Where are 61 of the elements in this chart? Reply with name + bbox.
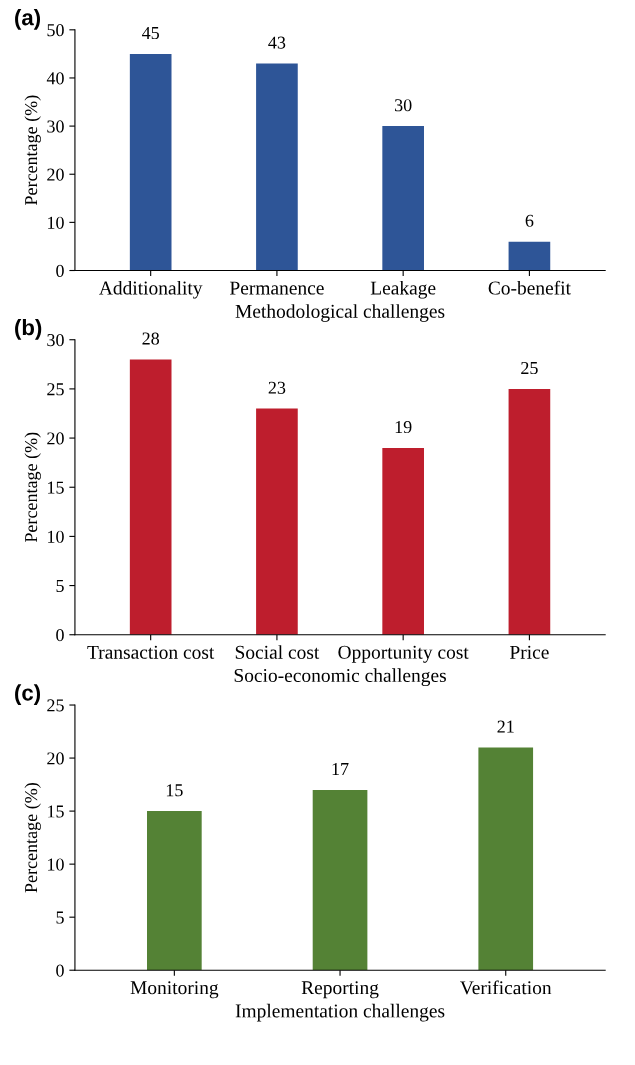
bar [508, 388, 551, 635]
bar [478, 747, 534, 971]
data-label: 15 [166, 784, 183, 797]
x-tick-label: Additionality [99, 280, 203, 299]
y-tick-label: 0 [56, 264, 64, 277]
data-label: 23 [268, 381, 286, 394]
bar [129, 53, 172, 271]
y-tick-label: 50 [47, 24, 64, 37]
data-label: 28 [142, 332, 160, 345]
y-tick-label: 0 [56, 964, 64, 977]
bar [256, 408, 298, 635]
data-label: 45 [142, 27, 159, 40]
y-axis-title: Percentage (%) [24, 95, 41, 206]
x-tick-label: Verification [460, 980, 552, 995]
x-tick-label: Permanence [229, 281, 324, 295]
y-tick-label: 20 [47, 168, 64, 181]
y-tick-label: 15 [48, 481, 64, 494]
chart-title: (c) [15, 684, 41, 706]
x-axis-title: Socio-economic challenges [234, 668, 446, 687]
x-tick-label: Transaction cost [87, 645, 215, 659]
y-tick-label: 30 [47, 333, 64, 347]
x-axis-title: Implementation challenges [235, 1003, 445, 1022]
bar [129, 359, 172, 635]
bar [508, 241, 551, 271]
bar [312, 789, 368, 971]
data-label: 19 [395, 420, 412, 434]
bar [147, 811, 202, 971]
chart-title: (a) [15, 9, 41, 30]
y-tick-label: 25 [47, 383, 64, 396]
x-tick-label: Co-benefit [488, 280, 571, 295]
y-tick-label: 30 [47, 120, 64, 133]
x-tick-label: Social cost [235, 645, 320, 659]
y-tick-label: 10 [48, 216, 64, 229]
y-tick-label: 10 [48, 530, 64, 543]
data-label: 21 [497, 720, 514, 733]
x-tick-label: Price [509, 645, 549, 659]
y-tick-label: 25 [47, 699, 64, 712]
x-axis-title: Methodological challenges [235, 304, 445, 322]
y-axis-title: Percentage (%) [24, 432, 41, 543]
bar [382, 447, 424, 635]
y-tick-label: 5 [56, 911, 64, 924]
data-label: 30 [395, 99, 412, 112]
y-tick-label: 15 [48, 805, 64, 818]
y-tick-label: 5 [56, 580, 64, 593]
y-axis-title: Percentage (%) [24, 783, 41, 893]
bar [382, 126, 424, 271]
data-label: 25 [521, 361, 538, 375]
bar [256, 63, 298, 271]
y-tick-label: 40 [46, 72, 64, 85]
y-tick-label: 10 [48, 858, 64, 871]
chart-title: (b) [15, 319, 42, 340]
x-tick-label: Opportunity cost [338, 645, 469, 663]
x-tick-label: Monitoring [130, 981, 219, 999]
y-tick-label: 20 [47, 752, 64, 765]
data-label: 43 [268, 36, 286, 49]
y-tick-label: 0 [56, 629, 64, 642]
data-label: 17 [332, 763, 349, 775]
x-tick-label: Leakage [370, 280, 436, 299]
y-tick-label: 20 [47, 432, 64, 445]
data-label: 6 [525, 214, 534, 227]
x-tick-label: Reporting [301, 981, 379, 999]
